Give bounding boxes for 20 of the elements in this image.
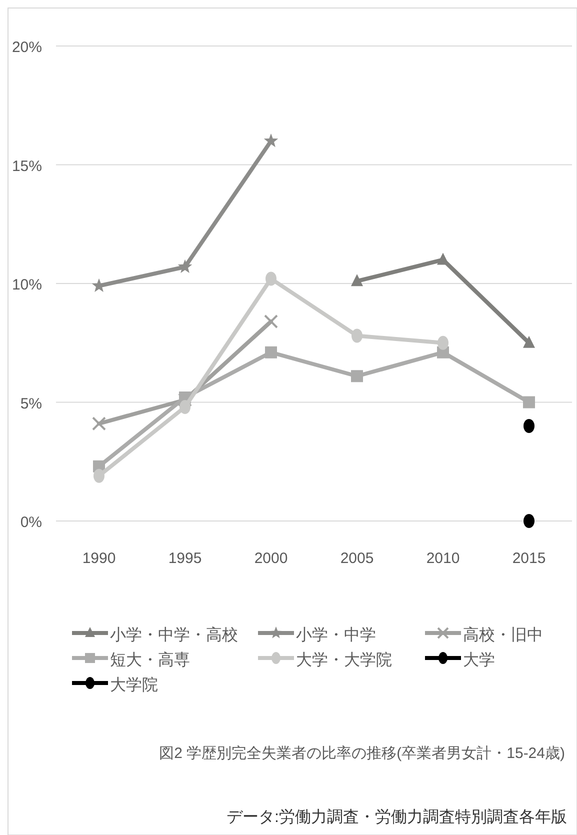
legend-label: 小学・中学: [296, 626, 376, 644]
y-tick-label: 5%: [20, 395, 42, 412]
x-tick-label: 1995: [168, 550, 202, 567]
y-tick-label: 15%: [12, 158, 42, 175]
x-tick-label: 1990: [82, 550, 116, 567]
y-tick-label: 0%: [20, 514, 42, 531]
text: 図2 学歴別完全失業者の比率の推移(卒業者男女計・15-24歳): [159, 745, 565, 762]
x-tick-label: 2010: [426, 550, 460, 567]
text: データ:労働力調査・労働力調査特別調査各年版: [226, 808, 567, 826]
y-tick-label: 10%: [12, 276, 42, 294]
legend-label: 高校・旧中: [463, 626, 543, 644]
legend-label: 短大・高専: [110, 651, 190, 669]
legend-label: 小学・中学・高校: [110, 626, 238, 644]
legend-label: 大学院: [110, 676, 158, 694]
x-tick-label: 2000: [254, 550, 288, 567]
legend-label: 大学: [463, 651, 495, 669]
x-tick-label: 2005: [340, 550, 374, 567]
legend-label: 大学・大学院: [296, 651, 392, 669]
x-tick-label: 2015: [512, 550, 546, 567]
y-tick-label: 20%: [12, 39, 42, 56]
